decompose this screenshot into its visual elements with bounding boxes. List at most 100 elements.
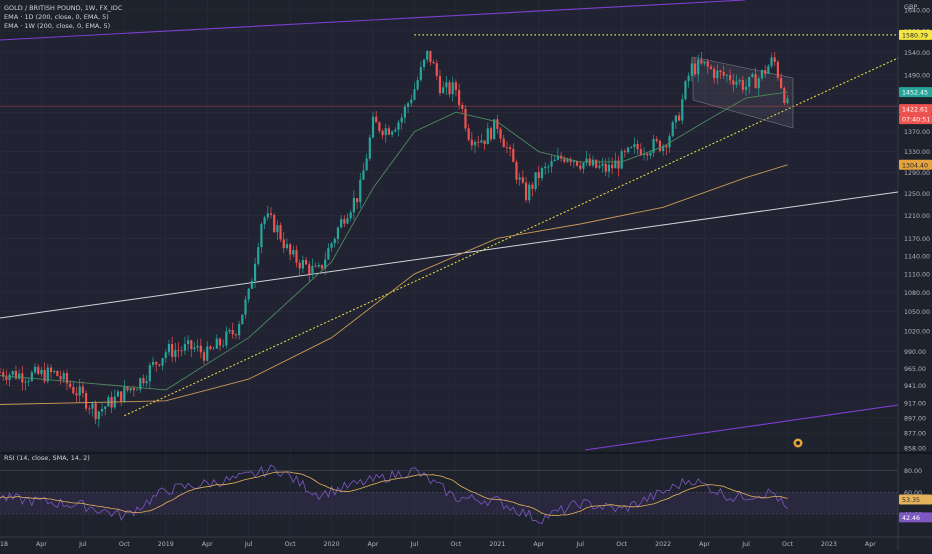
candle-body — [282, 239, 285, 249]
candle-body — [617, 160, 620, 169]
candle-body — [505, 147, 509, 148]
candle-body — [2, 372, 5, 377]
candle-body — [346, 218, 349, 224]
candle-body — [419, 66, 422, 81]
candle-body — [33, 366, 37, 373]
event-marker-icon[interactable] — [793, 438, 803, 448]
candle-body — [633, 144, 636, 148]
candle-body — [171, 344, 174, 357]
candle-body — [359, 179, 362, 203]
candle-body — [212, 348, 215, 350]
candle-body — [257, 247, 260, 264]
candle-body — [776, 61, 780, 78]
candle-body — [566, 159, 569, 162]
candle-body — [391, 131, 394, 135]
candle-body — [24, 381, 27, 383]
candle-body — [308, 264, 311, 275]
candle-body — [697, 59, 700, 75]
candle-body — [84, 392, 88, 409]
candle-body — [120, 391, 123, 402]
candle-body — [397, 122, 400, 130]
candle-body — [668, 136, 671, 148]
candle-body — [582, 162, 585, 169]
price-tick-label: 1020.00 — [904, 329, 930, 336]
price-tick-label: 1170.00 — [904, 236, 930, 243]
channel-lower-line — [584, 404, 899, 451]
time-tick-label: Apr — [202, 541, 213, 548]
ema-daily-line — [0, 91, 788, 391]
price-tick-label: 1640.00 — [904, 8, 930, 15]
rsi-tick-label: 60.00 — [904, 490, 922, 497]
candle-body — [496, 119, 499, 129]
candle-body — [620, 151, 623, 169]
candle-body — [713, 68, 716, 79]
candle-body — [209, 346, 212, 349]
candle-body — [104, 406, 107, 409]
candle-body — [735, 81, 738, 85]
candle-body — [292, 250, 295, 255]
candle-body — [387, 128, 391, 135]
candle-body — [671, 122, 674, 137]
candle-body — [187, 340, 190, 345]
candle-body — [649, 152, 652, 156]
rsi-sma-line — [0, 471, 788, 517]
candle-body — [371, 116, 375, 138]
candle-body — [116, 391, 120, 397]
candle-body — [579, 165, 582, 169]
candle-body — [760, 70, 764, 79]
candle-body — [473, 141, 477, 146]
price-tick-label: 941.00 — [904, 383, 926, 390]
candle-body — [451, 82, 454, 95]
candle-body — [703, 61, 706, 64]
candle-body — [480, 140, 483, 143]
time-tick-label: 2020 — [324, 541, 340, 548]
candle-body — [537, 172, 540, 179]
candle-body — [40, 369, 43, 374]
candle-body — [14, 371, 18, 379]
candle-body — [174, 350, 177, 357]
countdown-tag-bg — [899, 114, 932, 125]
time-tick-label: Apr — [865, 541, 876, 548]
candle-body — [524, 182, 528, 201]
price-tick-label: 1290.00 — [904, 170, 930, 177]
rsi-tick-label: 80.00 — [904, 468, 922, 475]
candle-body — [231, 329, 234, 335]
candle-body — [400, 117, 403, 123]
resistance-price-tag: 1580.79 — [902, 32, 928, 39]
candle-body — [304, 260, 308, 265]
long-trend-line — [0, 191, 899, 319]
candle-body — [585, 158, 588, 163]
candle-body — [155, 361, 158, 365]
candle-body — [190, 340, 193, 350]
rsi-sma-tag-bg — [899, 494, 932, 505]
axes: 1640.001590.001540.001490.001450.001410.… — [0, 8, 932, 548]
time-tick-label: Oct — [616, 541, 627, 548]
candle-body — [598, 165, 601, 168]
candle-body — [135, 389, 139, 391]
candle-body — [164, 352, 167, 359]
candle-body — [43, 369, 46, 382]
candle-body — [732, 80, 735, 85]
candle-body — [493, 119, 496, 140]
candle-body — [655, 139, 658, 141]
time-tick-label: Oct — [285, 541, 296, 548]
candle-body — [148, 365, 151, 382]
candle-body — [78, 386, 81, 396]
last-price-line — [0, 105, 898, 107]
candle-body — [604, 163, 607, 172]
candle-body — [196, 345, 199, 348]
ema-weekly-price-tag-bg — [899, 159, 932, 170]
price-tick-label: 1370.00 — [904, 129, 930, 136]
candle-body — [62, 373, 65, 380]
candle-body — [757, 78, 760, 89]
candle-body — [177, 350, 180, 351]
candle-body — [687, 75, 690, 82]
time-tick-label: Oct — [450, 541, 461, 548]
channel-fill — [0, 0, 898, 450]
candle-body — [250, 280, 253, 289]
candle-body — [365, 158, 368, 171]
candle-body — [126, 386, 129, 391]
time-tick-label: 2022 — [655, 541, 671, 548]
candle-body — [81, 386, 84, 393]
